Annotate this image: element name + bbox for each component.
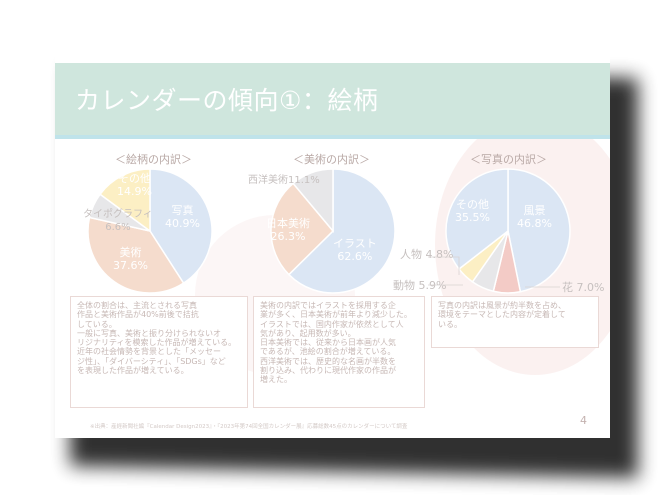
note-photo: 写真の内訳は風景が約半数を占め、 環境をテーマとした内容が定着して いる。 <box>431 296 599 348</box>
label-flower: 花 7.0% <box>562 281 605 294</box>
pie-chart-fine <box>270 168 396 294</box>
note-photo-text: 写真の内訳は風景が約半数を占め、 環境をテーマとした内容が定着して いる。 <box>438 301 566 329</box>
label-photo-other: その他 35.5% <box>455 198 490 224</box>
pie-chart-photo <box>445 168 571 294</box>
pie-slice-イラスト <box>287 168 396 294</box>
slide-title: カレンダーの傾向①：絵柄 <box>75 86 379 115</box>
pie-slice-風景 <box>507 168 571 293</box>
chart-heading-art: ＜絵柄の内訳＞ <box>115 153 192 166</box>
chart-heading-photo: ＜写真の内訳＞ <box>470 153 547 166</box>
label-photo: 写真 40.9% <box>165 204 200 230</box>
label-person: 人物 4.8% <box>400 248 454 261</box>
chart-heading-fine: ＜美術の内訳＞ <box>293 153 370 166</box>
note-fine-text: 美術の内訳ではイラストを採用する企 業が多く、日本美術が前年より減少した。 イラ… <box>260 301 412 385</box>
title-bar: カレンダーの傾向①：絵柄 <box>55 63 610 139</box>
label-typography: タイポグラフィ 6.6% <box>83 209 153 233</box>
pie-slice-その他 <box>99 168 151 233</box>
label-landscape: 風景 46.8% <box>517 204 552 230</box>
note-fine: 美術の内訳ではイラストを採用する企 業が多く、日本美術が前年より減少した。 イラ… <box>253 296 425 408</box>
label-japanese-art: 日本美術 26.3% <box>266 217 310 243</box>
slide: カレンダーの傾向①：絵柄 ＜絵柄の内訳＞ 写真 40.9% 美術 37.6% タ… <box>55 45 610 438</box>
label-art-other: その他 14.9% <box>117 172 152 198</box>
note-art-text: 全体の割合は、主流とされる写真 作品と美術作品が40%前後で拮抗 している。 一… <box>77 301 237 376</box>
label-animal: 動物 5.9% <box>393 279 447 292</box>
pie-chart-art <box>87 168 213 294</box>
title-underline <box>55 135 610 139</box>
note-art: 全体の割合は、主流とされる写真 作品と美術作品が40%前後で拮抗 している。 一… <box>70 296 248 408</box>
pie-slice-美術 <box>87 216 185 294</box>
pie-slice-日本美術 <box>270 182 335 276</box>
label-illustration: イラスト 62.6% <box>333 237 377 263</box>
pie-slice-西洋美術 <box>292 168 334 234</box>
pie-slice-その他 <box>445 168 509 271</box>
page-number: 4 <box>580 414 587 427</box>
label-western-art: 西洋美術11.1% <box>248 175 320 186</box>
source-footnote: ※出典：産経新聞社編『Calendar Design2023』・『2023年第7… <box>90 424 408 430</box>
label-fine-art: 美術 37.6% <box>113 246 148 272</box>
